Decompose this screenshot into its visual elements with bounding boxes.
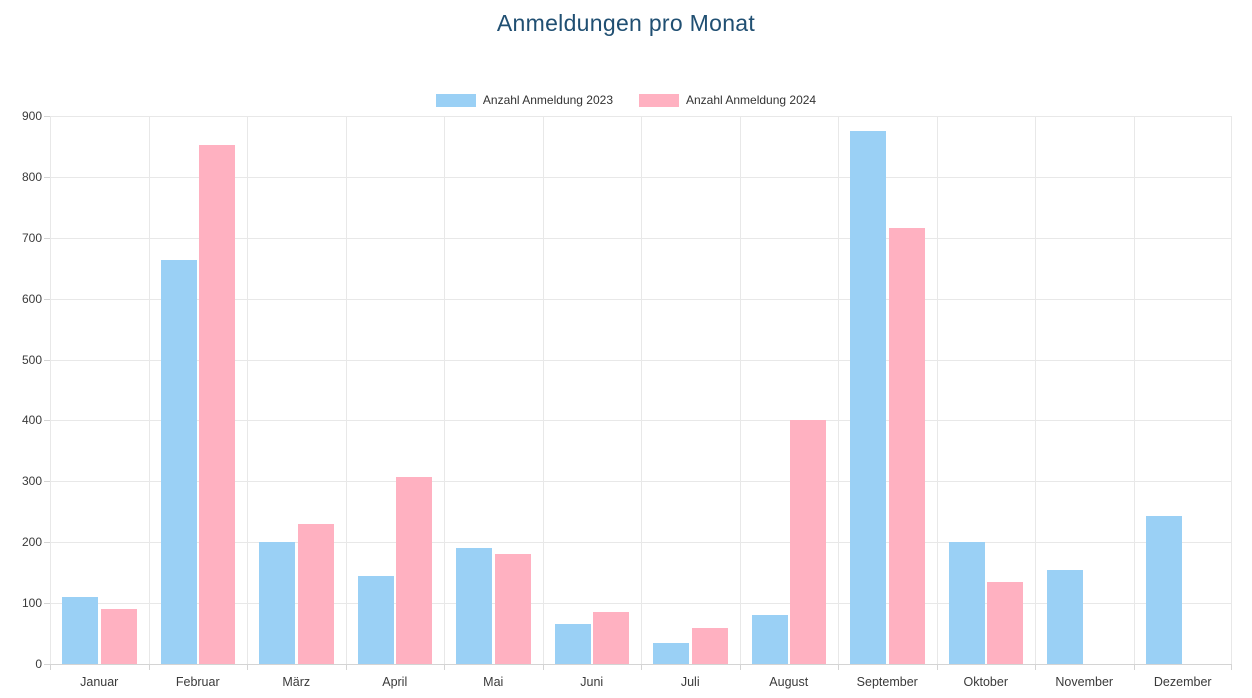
legend-swatch [639, 93, 679, 107]
bar-2023-dezember[interactable] [1145, 516, 1182, 664]
bar-2023-märz[interactable] [259, 542, 295, 664]
bar-2024-januar[interactable] [100, 609, 137, 664]
x-axis-tick [641, 664, 642, 670]
x-axis-label-oktober: Oktober [963, 675, 1008, 689]
y-axis-tick [44, 542, 50, 544]
x-axis-tick [1133, 664, 1135, 670]
y-axis-tick [44, 664, 50, 665]
bar-2024-juni[interactable] [593, 611, 629, 664]
x-gridline [247, 116, 248, 664]
x-gridline [542, 116, 544, 664]
x-axis-label-april: April [382, 675, 408, 689]
x-axis-label-februar: Februar [175, 675, 220, 689]
y-axis-tick [44, 420, 50, 422]
y-axis-tick [44, 359, 50, 361]
x-axis-tick [50, 664, 51, 670]
y-axis-tick [44, 603, 50, 605]
bar-2023-juni[interactable] [554, 624, 591, 664]
y-axis-tick-label: 200 [21, 535, 42, 550]
x-axis-label-juni: Juni [580, 675, 604, 689]
x-axis-tick [936, 664, 938, 670]
x-axis-tick [838, 664, 839, 670]
bar-2023-februar[interactable] [160, 260, 197, 664]
bar-2024-februar[interactable] [199, 145, 235, 664]
x-axis-tick [345, 664, 347, 670]
y-axis-tick-label: 700 [21, 230, 42, 245]
y-axis-tick [44, 116, 50, 117]
bar-2024-juli[interactable] [691, 628, 728, 664]
bar-2023-oktober[interactable] [948, 541, 985, 664]
bar-2024-mai[interactable] [494, 554, 531, 664]
legend-label: Anzahl Anmeldung 2024 [686, 93, 817, 107]
bar-2023-september[interactable] [850, 131, 886, 664]
bar-2023-juli[interactable] [653, 642, 689, 664]
y-axis-tick [44, 237, 50, 239]
bar-2023-januar[interactable] [62, 597, 98, 664]
y-axis-tick [44, 176, 50, 178]
x-gridline [936, 116, 938, 664]
x-axis-tick [739, 664, 741, 670]
x-gridline [148, 116, 150, 664]
y-axis-tick [44, 298, 50, 300]
y-axis-tick [44, 481, 50, 483]
x-axis-label-august: August [769, 675, 809, 689]
bar-2023-november[interactable] [1047, 570, 1083, 664]
x-axis-tick [1231, 664, 1232, 670]
legend: Anzahl Anmeldung 2023 Anzahl Anmeldung 20… [0, 93, 1252, 107]
y-axis-tick-label: 100 [21, 596, 42, 611]
x-axis-tick [148, 664, 150, 670]
bar-2024-august[interactable] [790, 420, 826, 664]
legend-label: Anzahl Anmeldung 2023 [482, 93, 613, 107]
x-axis-label-november: November [1055, 675, 1114, 689]
x-gridline [641, 116, 642, 664]
x-axis-tick [542, 664, 544, 670]
x-gridline [1133, 116, 1135, 664]
y-axis-tick-label: 500 [21, 352, 42, 367]
x-gridline [739, 116, 741, 664]
x-gridline [838, 116, 839, 664]
legend-swatch [435, 93, 476, 107]
bar-2024-september[interactable] [888, 228, 925, 664]
x-gridline [50, 116, 51, 664]
y-axis-tick-label: 300 [21, 474, 42, 489]
x-axis-label-dezember: Dezember [1153, 675, 1212, 689]
y-axis-tick-label: 400 [21, 413, 42, 428]
y-axis-tick-label: 0 [35, 657, 42, 671]
x-axis-label-januar: Januar [80, 675, 119, 689]
plot-area: 0 100 200 300 400 500 600 700 800 900 Januar Februa… [22, 109, 1232, 689]
x-axis-label-mai: Mai [483, 675, 504, 689]
x-axis-label-september: September [856, 675, 918, 689]
bar-2023-august[interactable] [751, 615, 788, 664]
bar-2024-märz[interactable] [297, 523, 334, 664]
x-gridline [1231, 116, 1232, 664]
bar-2023-april[interactable] [357, 575, 394, 664]
y-axis-tick-label: 900 [21, 109, 42, 123]
x-gridline [1035, 116, 1036, 664]
x-axis-tick [444, 664, 445, 670]
x-gridline [444, 116, 445, 664]
x-axis-tick [247, 664, 248, 670]
y-axis-tick-label: 600 [21, 291, 42, 306]
x-axis-label-juli: Juli [680, 675, 700, 689]
legend-item-anzahl-anmeldung-2023[interactable]: Anzahl Anmeldung 2023 [435, 93, 613, 107]
chart-title: Anmeldungen pro Monat [496, 10, 756, 36]
bar-2024-april[interactable] [396, 477, 432, 664]
bar-2023-mai[interactable] [456, 547, 492, 664]
bar-2024-oktober[interactable] [987, 581, 1023, 664]
x-axis-line [50, 664, 1232, 665]
x-axis-tick [1035, 664, 1036, 670]
x-axis-label-märz: März [282, 675, 311, 689]
x-gridline [345, 116, 347, 664]
y-axis-tick-label: 800 [21, 169, 42, 184]
legend-item-anzahl-anmeldung-2024[interactable]: Anzahl Anmeldung 2024 [639, 93, 816, 107]
